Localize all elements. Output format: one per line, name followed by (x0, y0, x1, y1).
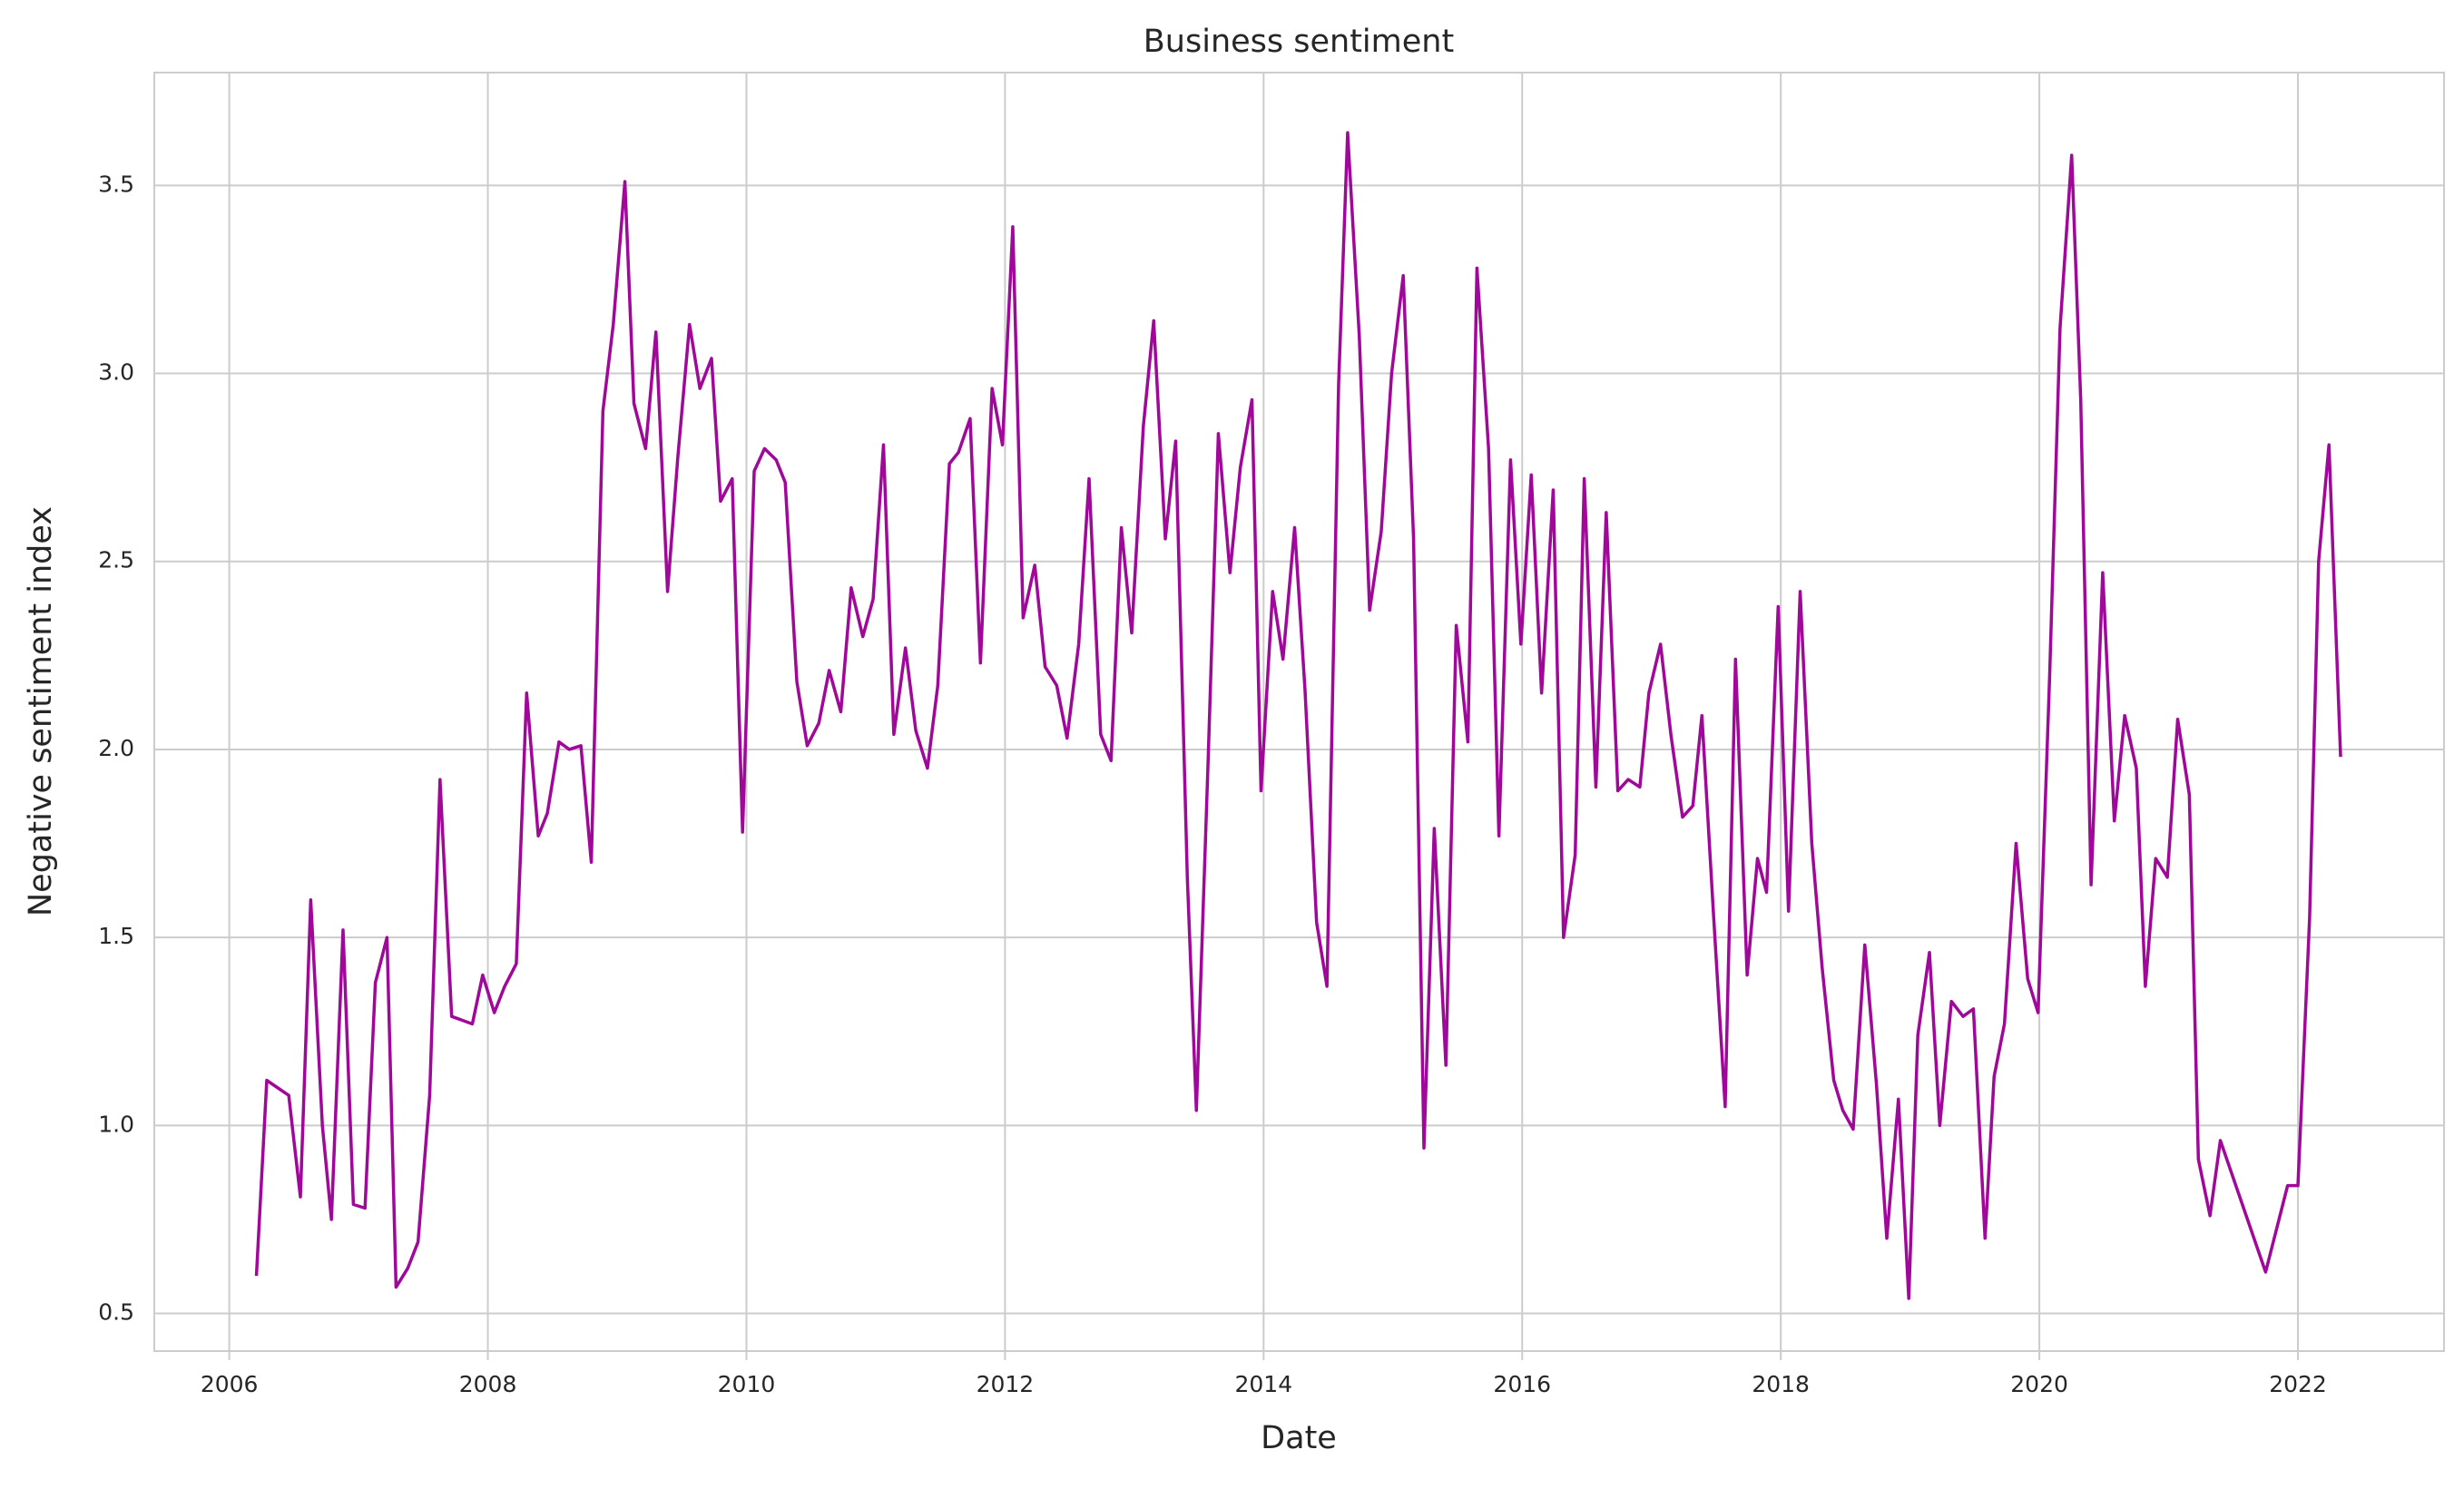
x-tick-label: 2022 (2269, 1371, 2327, 1397)
chart-title: Business sentiment (1144, 24, 1454, 60)
y-tick-label: 2.0 (98, 735, 134, 761)
data-line (254, 131, 2342, 1300)
x-tick-label: 2014 (1235, 1371, 1293, 1397)
y-tick-label: 1.0 (98, 1111, 134, 1137)
x-tick-label: 2008 (459, 1371, 517, 1397)
y-tick-label: 3.5 (98, 171, 134, 197)
y-tick-label: 1.5 (98, 923, 134, 949)
y-tick-label: 2.5 (98, 547, 134, 573)
x-tick-label: 2006 (201, 1371, 259, 1397)
x-axis-label: Date (1261, 1420, 1337, 1456)
x-tick-label: 2016 (1493, 1371, 1551, 1397)
y-tick-label: 0.5 (98, 1299, 134, 1326)
y-axis-label: Negative sentiment index (23, 506, 59, 916)
plot-frame (153, 72, 2445, 1352)
x-tick-label: 2012 (977, 1371, 1035, 1397)
y-tick-label: 3.0 (98, 359, 134, 386)
x-tick-label: 2010 (718, 1371, 776, 1397)
x-tick-label: 2020 (2010, 1371, 2068, 1397)
x-tick-label: 2018 (1752, 1371, 1810, 1397)
